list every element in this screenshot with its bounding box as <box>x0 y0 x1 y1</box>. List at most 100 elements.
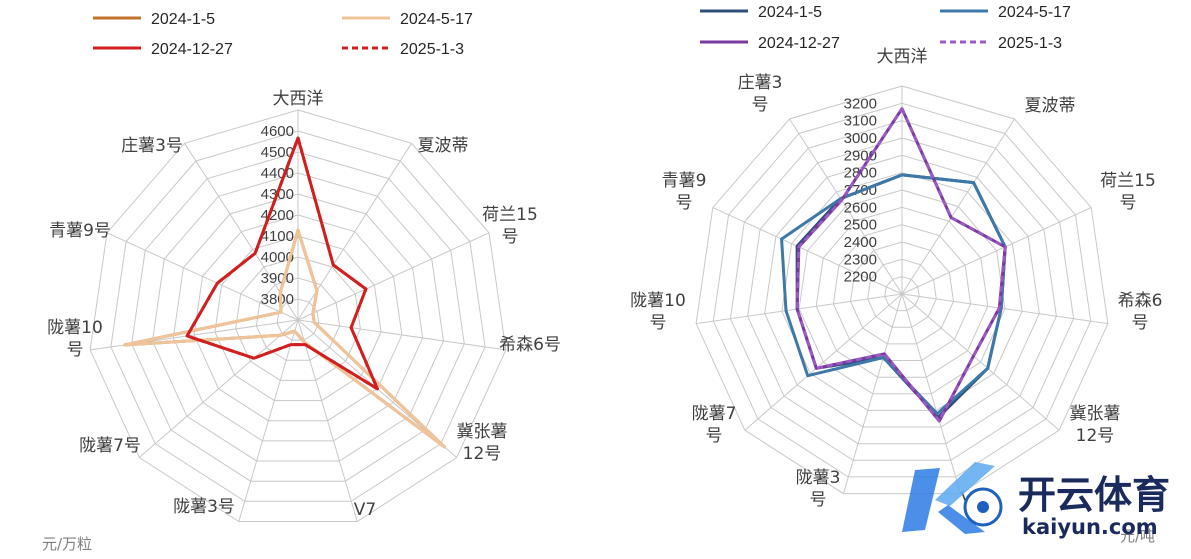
category-label-line: 大西洋 <box>273 89 324 109</box>
category-label-line: 号 <box>67 340 84 360</box>
category-label-line: 陇薯10 <box>630 291 686 311</box>
category-label: 大西洋 <box>877 47 928 67</box>
legend-label: 2024-12-27 <box>758 35 840 52</box>
grid-ring <box>255 277 341 361</box>
tick-label: 2300 <box>844 251 877 268</box>
legend-label: 2025-1-3 <box>400 41 464 58</box>
tick-label: 4000 <box>261 249 294 266</box>
category-label-line: 庄薯3号 <box>121 136 183 156</box>
radar-chart-right: 2200230024002500260027002800290030003100… <box>630 4 1162 545</box>
axis-spoke <box>184 143 299 321</box>
category-label-line: 陇薯10 <box>47 318 103 338</box>
category-label: V7 <box>354 500 376 520</box>
category-label: 青薯9号 <box>49 221 111 241</box>
grid-ring <box>884 276 920 312</box>
legend-label: 2024-12-27 <box>151 41 233 58</box>
grid-ring <box>832 224 972 361</box>
category-label-line: 陇薯3 <box>796 468 841 488</box>
grid-ring <box>110 130 486 502</box>
tick-label: 3100 <box>844 113 877 130</box>
watermark-brand: 开云体育 <box>1018 473 1170 517</box>
grid-ring <box>781 172 1023 411</box>
grid-ring <box>729 120 1075 461</box>
category-label-line: 号 <box>706 426 723 446</box>
tick-label: 4100 <box>261 228 294 245</box>
category-label: 大西洋 <box>273 89 324 109</box>
grid-ring <box>214 235 382 402</box>
category-label-line: 夏波蒂 <box>418 136 469 156</box>
unit-label: 元/吨 <box>1120 527 1155 545</box>
category-label-line: 庄薯3 <box>738 73 783 93</box>
category-label: 陇薯3号 <box>173 497 235 517</box>
category-label: 冀张薯 12号 <box>457 422 508 464</box>
category-label-line: 号 <box>752 95 769 115</box>
grid-ring <box>849 241 955 345</box>
category-label-line: 号 <box>502 227 519 247</box>
series-line[interactable] <box>123 228 446 449</box>
category-label: 荷兰15 号 <box>1100 171 1156 213</box>
axis-spoke <box>901 207 1092 295</box>
category-label-line: 陇薯3号 <box>173 497 235 517</box>
tick-label: 3000 <box>844 130 877 147</box>
axis-spoke <box>297 319 358 522</box>
grid-ring <box>193 214 403 422</box>
axis-spoke <box>696 293 903 325</box>
axis-spoke <box>712 207 903 295</box>
tick-label: 2400 <box>844 234 877 251</box>
tick-label: 4600 <box>261 123 294 140</box>
axis-spoke <box>901 118 1015 295</box>
axis-spoke <box>901 293 962 494</box>
series-line[interactable] <box>780 173 1007 416</box>
unit-label: 元/万粒 <box>42 535 92 553</box>
category-label-line: 荷兰15 <box>482 205 538 225</box>
category-label-line: 号 <box>1120 193 1137 213</box>
grid-ring <box>172 193 424 442</box>
watermark: 开云体育 kaiyun.com <box>902 462 1170 539</box>
category-label-line: 青薯9号 <box>49 221 111 241</box>
category-label-line: 陇薯7 <box>692 404 737 424</box>
axis-spoke <box>238 319 299 522</box>
category-label: 陇薯7号 <box>79 436 141 456</box>
series-line[interactable] <box>185 136 379 391</box>
category-label-line: 荷兰15 <box>1100 171 1156 191</box>
category-label-line: 冀张薯 <box>457 422 508 442</box>
legend-label: 2024-1-5 <box>758 4 822 21</box>
category-label: 夏波蒂 <box>1025 96 1076 116</box>
watermark-sub: kaiyun.com <box>1022 515 1158 539</box>
category-label: 冀张薯 12号 <box>1070 404 1121 446</box>
grid-ring <box>695 85 1109 495</box>
radar-chart-left: 380039004000410042004300440045004600大西洋夏… <box>42 11 561 553</box>
category-label-line: 希森6 <box>1118 291 1163 311</box>
series-line[interactable] <box>795 107 1007 423</box>
legend-label: 2025-1-3 <box>998 35 1062 52</box>
category-label-line: 号 <box>810 490 827 510</box>
axis-spoke <box>744 293 903 431</box>
tick-label: 2200 <box>844 269 877 286</box>
legend-label: 2024-5-17 <box>998 4 1071 21</box>
category-label-line: V7 <box>354 500 376 520</box>
grid-ring <box>89 109 507 522</box>
legend-label: 2024-5-17 <box>400 11 473 28</box>
grid-ring <box>798 189 1006 395</box>
grid-ring <box>747 137 1057 445</box>
tick-label: 4500 <box>261 144 294 161</box>
category-label-line: 12号 <box>463 444 502 464</box>
category-label-line: 号 <box>1132 313 1149 333</box>
tick-label: 3900 <box>261 270 294 287</box>
category-label: 希森6号 <box>499 335 561 355</box>
grid-ring <box>867 258 937 328</box>
category-label-line: 号 <box>676 193 693 213</box>
legend-label: 2024-1-5 <box>151 11 215 28</box>
category-label-line: 青薯9 <box>662 171 707 191</box>
tick-label: 4400 <box>261 165 294 182</box>
axis-spoke <box>789 118 903 295</box>
axis-spoke <box>297 319 506 351</box>
category-label-line: 夏波蒂 <box>1025 96 1076 116</box>
category-label-line: 陇薯7号 <box>79 436 141 456</box>
